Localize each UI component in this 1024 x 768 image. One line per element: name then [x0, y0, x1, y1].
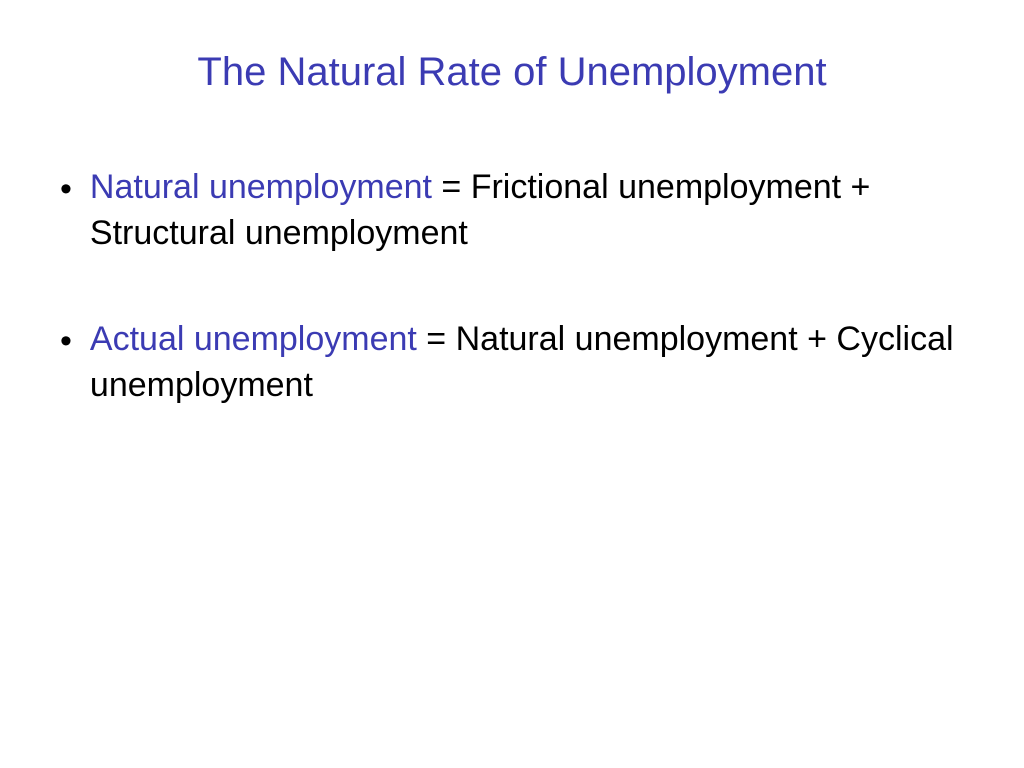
- bullet-item: • Natural unemployment = Frictional unem…: [60, 165, 974, 257]
- bullet-marker: •: [60, 167, 72, 213]
- slide-content: • Natural unemployment = Frictional unem…: [50, 165, 974, 409]
- term-natural: Natural unemployment: [90, 168, 432, 206]
- bullet-marker: •: [60, 319, 72, 365]
- term-actual: Actual unemployment: [90, 320, 417, 358]
- slide-title: The Natural Rate of Unemployment: [50, 50, 974, 95]
- bullet-text: Actual unemployment = Natural unemployme…: [90, 317, 974, 409]
- bullet-text: Natural unemployment = Frictional unempl…: [90, 165, 974, 257]
- bullet-item: • Actual unemployment = Natural unemploy…: [60, 317, 974, 409]
